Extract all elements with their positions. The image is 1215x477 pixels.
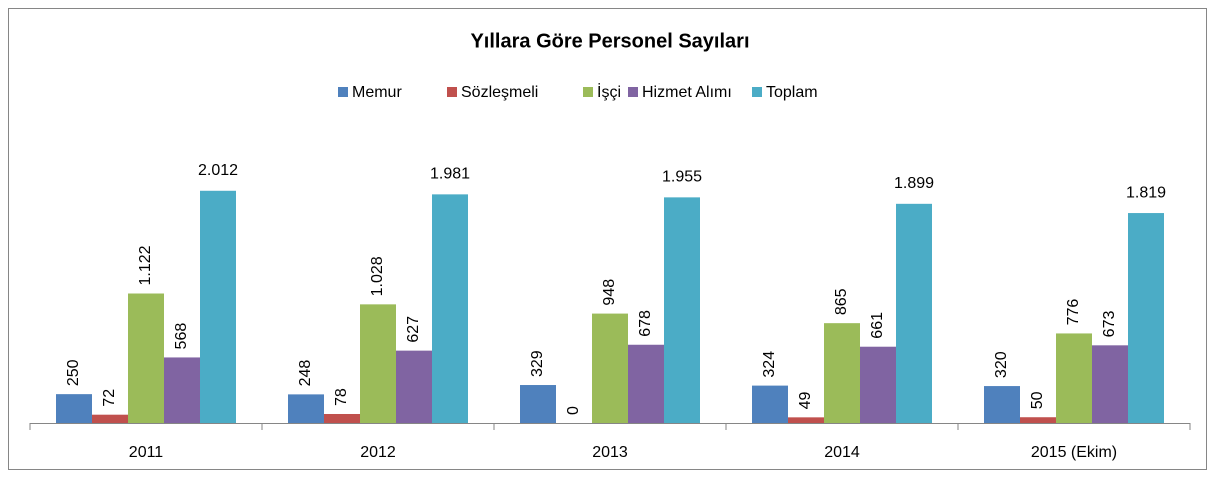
legend-label: Sözleşmeli [461,84,538,101]
data-label: 661 [869,312,886,339]
legend-swatch [447,87,457,97]
bar [360,304,396,423]
data-label: 320 [993,351,1010,378]
data-label: 0 [565,406,582,415]
legend-swatch [752,87,762,97]
data-label: 678 [637,310,654,337]
data-label: 776 [1065,299,1082,326]
bar [1128,213,1164,423]
legend-swatch [583,87,593,97]
data-label: 1.899 [894,175,934,192]
x-tick-label: 2012 [360,444,396,461]
data-label: 1.981 [430,166,470,183]
data-label: 865 [833,288,850,315]
legend-swatch [338,87,348,97]
bar [788,417,824,423]
data-label: 324 [761,351,778,378]
x-tick-label: 2013 [592,444,628,461]
data-label: 248 [297,360,314,387]
bar [664,197,700,423]
data-label: 50 [1029,391,1046,409]
bar [752,385,788,423]
bar [200,190,236,423]
bar [1056,333,1092,423]
data-label: 1.028 [369,256,386,296]
bar [288,394,324,423]
data-label: 1.955 [662,169,702,186]
data-label: 568 [173,323,190,350]
chart-title: Yıllara Göre Personel Sayıları [470,30,749,52]
bar [520,385,556,423]
data-label: 948 [601,279,618,306]
data-label: 72 [101,389,118,407]
x-tick-label: 2011 [129,444,164,461]
bar [1020,417,1056,423]
legend-swatch [628,87,638,97]
data-label: 250 [65,359,82,386]
bar [396,350,432,423]
bar [860,346,896,423]
bar [432,194,468,423]
bar [628,344,664,423]
bar [92,414,128,423]
bar [324,413,360,423]
legend-label: Hizmet Alımı [642,84,732,101]
bar [896,203,932,423]
data-label: 78 [333,388,350,406]
legend-label: Memur [352,84,402,101]
data-label: 673 [1101,311,1118,338]
bar [824,323,860,423]
bar [592,313,628,423]
legend-label: İşçi [597,82,621,101]
bar [128,293,164,423]
data-label: 2.012 [198,162,238,179]
x-tick-label: 2014 [824,444,860,461]
bar [984,386,1020,423]
legend-label: Toplam [766,84,818,101]
data-label: 627 [405,316,422,343]
bar [1092,345,1128,423]
data-label: 1.122 [137,245,154,285]
data-label: 1.819 [1126,184,1166,201]
bar [164,357,200,423]
data-label: 329 [529,350,546,377]
bar [56,394,92,423]
data-label: 49 [797,391,814,409]
x-tick-label: 2015 (Ekim) [1031,444,1117,461]
